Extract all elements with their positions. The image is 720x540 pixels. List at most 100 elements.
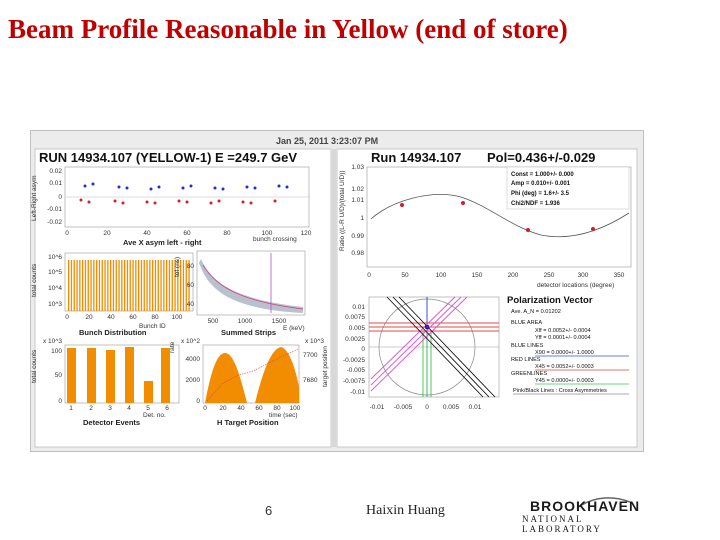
pv-xtick: -0.005 [394,404,413,411]
bunch-bar [84,260,87,311]
fit-chi2: Chi2/NDF = 1.936 [511,201,561,207]
monitor-screenshot: Jan 25, 2011 3:23:07 PM RUN 14934.107 (Y… [30,130,644,452]
pv-title: Polarization Vector [507,295,593,306]
ratio-ytick: 0.98 [351,250,364,257]
ratio-xtick: 150 [472,272,483,279]
bunch-distribution-plot: total counts 10^6 10^5 10^4 10^3 0 20 40… [31,252,194,337]
pv-legend: Polarization Vector Ave. A_N = 0.01202 B… [507,295,629,395]
htarget-ytick: 4000 [186,356,201,363]
asym-xtick: 80 [223,230,231,237]
ratio-xtick: 50 [401,272,409,279]
asym-caption: Ave X asym left - right [123,238,202,247]
strips-ytick: 40 [187,301,195,308]
bunch-bar [149,260,151,311]
bunch-bar [118,260,120,311]
bunch-bar [90,260,92,311]
asym-ylabel: Left-Right asym [31,175,38,221]
ratio-ytick: 1 [360,215,364,222]
detector-xtick: 5 [146,405,150,412]
htarget-right-scale: x 10^3 [305,338,324,345]
asym-ytick: 0 [58,194,62,201]
strips-ytick: 60 [187,282,195,289]
htarget-xtick: 80 [273,405,281,412]
detector-xtick: 2 [89,405,93,412]
bunch-bar [166,260,168,311]
detector-ylabel: total counts [31,349,38,383]
fit-amp: Amp = 0.010+/- 0.001 [511,181,571,187]
htarget-ytick: 2000 [186,377,201,384]
pv-xtick: 0.005 [443,404,460,411]
pv-ytick: 0.0075 [345,314,365,321]
brookhaven-logo: BROOKHAVEN NATIONAL LABORATORY [518,496,658,534]
ratio-point [461,201,465,205]
bunch-bar [185,260,187,311]
pv-yff: Yff = 0.0001+/- 0.0004 [535,335,591,341]
detector-scale: x 10^3 [43,338,62,345]
ratio-xtick: 100 [436,272,447,279]
detector-caption: Detector Events [83,418,140,427]
pv-ytick: -0.01 [350,389,365,396]
bunch-bar [160,260,162,311]
bunch-bar [146,260,148,311]
summed-strips-plot: tof (ns) 80 60 40 500 1000 1500 E (keV) … [174,250,306,337]
bunch-ytick: 10^3 [48,301,62,308]
ratio-point [526,228,530,232]
bunch-bar [168,260,171,311]
htarget-xtick: 0 [203,405,207,412]
pv-ytick: -0.0025 [343,357,365,364]
bunch-bar [182,260,185,311]
pv-x90: X90 = 0.0000+/- 1.0000 [535,350,594,356]
bunch-bar [82,260,84,311]
bunch-bar [124,260,126,311]
strips-ylabel: tof (ns) [174,257,181,277]
asym-xtick: 40 [143,230,151,237]
detector-xtick: 4 [127,405,131,412]
bunch-bar [87,260,89,311]
bunch-bar [180,260,182,311]
detector-bar [106,350,115,403]
bunch-bar [140,260,143,311]
asym-xtick: 60 [183,230,191,237]
htarget-ytick: 0 [196,398,200,405]
strips-xtick: 1000 [238,318,253,325]
bunch-bar [98,260,101,311]
strips-xtick: 500 [208,318,219,325]
bunch-bar [104,260,106,311]
detector-xtick: 1 [69,405,73,412]
asym-xtick: 0 [65,230,69,237]
bunch-bar [112,260,115,311]
fit-const: Const = 1.000+/- 0.000 [511,172,574,178]
ratio-ylabel: Ratio ((L-R U/D)/(total U/D)) [339,170,346,251]
author-name: Haixin Huang [366,503,445,518]
pv-x45: X45 = 0.0052+/- 0.0003 [535,364,594,370]
bunch-xtick: 80 [151,314,159,321]
bunch-ytick: 10^6 [48,254,62,261]
ratio-xtick: 200 [508,272,519,279]
detector-ytick: 50 [55,372,63,379]
bunch-bar [177,260,179,311]
detector-bar [87,348,96,403]
pv-blue-lines: BLUE LINES [511,343,544,349]
htarget-xtick: 20 [219,405,227,412]
bunch-xtick: 100 [172,314,183,321]
bunch-xlabel: Bunch ID [139,323,166,330]
bunch-bar [143,260,145,311]
bunch-bar [68,260,70,311]
pv-ytick: -0.005 [347,367,366,374]
run-header-right-pol: Pol=0.436+/-0.029 [487,150,595,165]
ratio-xlabel: detector locations (degree) [537,282,614,289]
bunch-ytick: 10^4 [48,285,62,292]
bunch-bar [107,260,109,311]
bunch-bar [138,260,140,311]
ratio-xtick: 350 [614,272,625,279]
pv-xtick: 0 [425,404,429,411]
htarget-scale: x 10^2 [181,338,200,345]
bunch-bar [171,260,173,311]
ratio-ytick: 0.99 [351,233,364,240]
htarget-xtick: 100 [290,405,301,412]
asym-xtick: 20 [103,230,111,237]
ratio-xtick: 250 [544,272,555,279]
bunch-bar [76,260,78,311]
timestamp: Jan 25, 2011 3:23:07 PM [276,136,378,146]
pv-blue-area: BLUE AREA [511,320,542,326]
